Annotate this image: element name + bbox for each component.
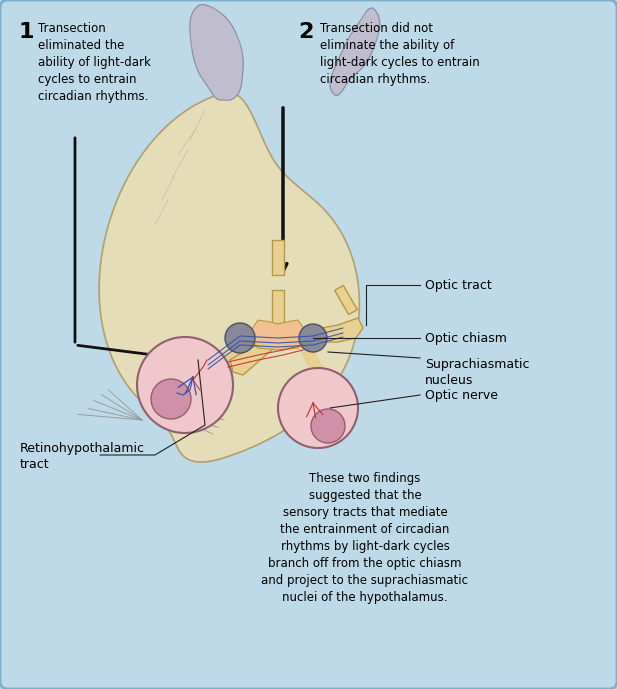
- Polygon shape: [272, 290, 284, 325]
- Text: 2: 2: [298, 22, 313, 42]
- Polygon shape: [190, 5, 243, 100]
- Circle shape: [137, 337, 233, 433]
- Text: Suprachiasmatic
nucleus: Suprachiasmatic nucleus: [425, 358, 529, 387]
- Circle shape: [225, 323, 255, 353]
- Polygon shape: [248, 320, 308, 350]
- Circle shape: [299, 324, 327, 352]
- Circle shape: [278, 368, 358, 448]
- Text: Optic chiasm: Optic chiasm: [425, 331, 507, 344]
- Text: Transection did not
eliminate the ability of
light-dark cycles to entrain
circad: Transection did not eliminate the abilit…: [320, 22, 480, 86]
- Polygon shape: [230, 325, 274, 375]
- Text: 1: 1: [18, 22, 33, 42]
- Text: Optic nerve: Optic nerve: [425, 389, 498, 402]
- Text: These two findings
suggested that the
sensory tracts that mediate
the entrainmen: These two findings suggested that the se…: [262, 472, 468, 604]
- Text: Retinohypothalamic
tract: Retinohypothalamic tract: [20, 442, 145, 471]
- Polygon shape: [272, 240, 284, 275]
- Polygon shape: [334, 285, 357, 315]
- Circle shape: [311, 409, 345, 443]
- Polygon shape: [284, 318, 363, 342]
- Circle shape: [151, 379, 191, 419]
- Text: Transection
eliminated the
ability of light-dark
cycles to entrain
circadian rhy: Transection eliminated the ability of li…: [38, 22, 151, 103]
- Polygon shape: [99, 92, 360, 462]
- Polygon shape: [330, 8, 380, 95]
- Text: Optic tract: Optic tract: [425, 278, 492, 291]
